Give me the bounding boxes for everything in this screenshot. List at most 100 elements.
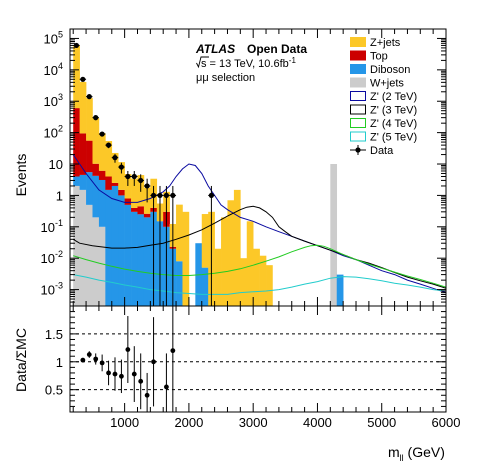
- ratio-point: [138, 378, 144, 384]
- zjets-bar: [214, 248, 222, 306]
- zjets-bar: [92, 118, 100, 164]
- signal-line-2tev: [72, 154, 446, 294]
- top-bar: [98, 170, 106, 180]
- tick-exponent: 2: [58, 124, 63, 134]
- x-tick-label: 2000: [174, 415, 203, 430]
- selection-label: μμ selection: [196, 72, 255, 84]
- signal-curves: [72, 154, 446, 295]
- data-point: [118, 164, 125, 170]
- data-point: [86, 94, 92, 100]
- data-point: [144, 183, 150, 189]
- data-points: [73, 42, 215, 306]
- tick-exponent: 5: [58, 29, 63, 39]
- upper-y-tick-label: 10-2: [41, 249, 63, 266]
- open-data-label: Open Data: [247, 42, 307, 56]
- wjets-bar: [86, 204, 93, 306]
- diboson-bar: [176, 261, 183, 306]
- zjets-bar: [246, 221, 254, 306]
- upper-y-tick-label: 1: [56, 188, 63, 203]
- data-point: [105, 142, 112, 148]
- upper-y-tick-label: 102: [44, 124, 63, 141]
- signal-line-4tev: [73, 244, 446, 288]
- data-point: [170, 192, 176, 199]
- data-point: [208, 192, 215, 199]
- data-point: [157, 192, 163, 199]
- energy-label: s = 13 TeV, 10.6fb-1: [201, 56, 296, 70]
- legend-label: Top: [370, 51, 388, 63]
- data-point: [125, 173, 131, 180]
- diboson-bar: [336, 274, 344, 306]
- sqrt-symbol: [196, 56, 209, 69]
- data-point: [150, 192, 157, 199]
- diboson-bar: [118, 195, 125, 306]
- x-axis-label: mll (GeV): [388, 444, 445, 463]
- ratio-point: [131, 371, 137, 377]
- legend-label: Z' (3 TeV): [370, 105, 417, 117]
- diboson-bar: [92, 175, 100, 218]
- zjets-bar: [86, 98, 93, 141]
- ratio-point: [151, 359, 156, 365]
- zjets-bar: [73, 45, 80, 109]
- wjets-bar: [92, 217, 100, 306]
- upper-y-tick-label: 104: [44, 61, 63, 78]
- ratio-point: [106, 370, 111, 376]
- tick-mantissa: 10: [44, 126, 58, 141]
- x-tick-label: 5000: [367, 415, 396, 430]
- zjets-bar: [105, 141, 113, 177]
- zjets-bar: [111, 152, 119, 183]
- x-tick-label: 4000: [303, 415, 332, 430]
- energy-exponent: -1: [289, 56, 297, 65]
- diboson-bar: [137, 214, 145, 306]
- top-bar: [73, 108, 80, 177]
- tick-exponent: 3: [58, 92, 63, 102]
- tick-mantissa: 10: [41, 220, 55, 235]
- top-bar: [124, 198, 132, 205]
- legend-label: Z' (2 TeV): [370, 91, 417, 103]
- legend-swatch-z-jets: [350, 37, 366, 47]
- tick-mantissa: 10: [44, 94, 58, 109]
- ratio-point: [164, 384, 169, 390]
- zjets-bar: [176, 204, 183, 262]
- ratio-point: [125, 347, 131, 352]
- zjets-bar: [98, 133, 106, 171]
- zjets-bar: [79, 82, 87, 134]
- legend-swatch-z-2-tev: [350, 91, 366, 101]
- top-bar: [137, 206, 145, 215]
- zjets-bar: [233, 189, 241, 306]
- signal-line-5tev: [73, 274, 446, 295]
- legend-swatch-z-4-tev: [350, 118, 366, 128]
- legend-swatch-z-3-tev: [350, 104, 366, 115]
- zjets-bar: [124, 174, 132, 199]
- diboson-bar: [86, 172, 93, 205]
- upper-y-axis-label: Events: [13, 154, 29, 197]
- zjets-bar: [227, 200, 235, 306]
- top-bar: [86, 140, 93, 173]
- data-point: [112, 155, 118, 161]
- legend-label: Z' (5 TeV): [370, 132, 417, 144]
- top-bar: [131, 207, 138, 212]
- diboson-bar: [73, 176, 80, 186]
- tick-mantissa: 10: [44, 31, 58, 46]
- wjets-bar: [79, 189, 87, 306]
- annotation-block: ATLAS Open Data s = 13 TeV, 10.6fb-1 μμ …: [195, 42, 307, 84]
- zjets-bar: [118, 162, 125, 190]
- ratio-y-axis-label: Data/ΣMC: [13, 328, 29, 392]
- ratio-point: [80, 357, 86, 363]
- top-bar: [111, 182, 119, 186]
- ratio-point: [99, 360, 105, 366]
- tick-exponent: -3: [55, 281, 63, 291]
- zjets-bar: [201, 214, 209, 268]
- ratio-point: [170, 348, 176, 354]
- diboson-bar: [98, 179, 106, 227]
- ratio-point: [119, 373, 124, 379]
- x-tick-label: 3000: [239, 415, 268, 430]
- ratio-point: [86, 352, 92, 357]
- legend-label: W+jets: [370, 78, 404, 90]
- diboson-bar: [143, 217, 151, 306]
- tick-mantissa: 10: [44, 63, 58, 78]
- tick-mantissa: 10: [41, 251, 55, 266]
- ratio-y-tick-label: 1.5: [45, 327, 63, 342]
